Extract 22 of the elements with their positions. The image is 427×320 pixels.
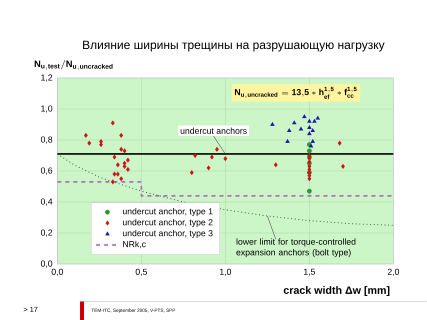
- chart-title: Влияние ширины трещины на разрушающую нагрузку: [83, 40, 385, 52]
- y-tick-label: 0,0: [40, 260, 52, 268]
- x-tick-label: 2,0: [388, 268, 400, 276]
- y-tick-label: 0,8: [40, 136, 52, 144]
- x-tick-label: 0,0: [52, 268, 64, 276]
- y-axis-title: $\mathbf{N_{u,test}/N_{u,uncracked}}$: [34, 60, 113, 70]
- x-tick-label: 0,5: [136, 268, 148, 276]
- y-tick-label: 1,2: [41, 74, 52, 82]
- legend-label: NRk,c: [123, 240, 146, 248]
- x-tick-label: 1,0: [220, 268, 232, 276]
- annotation: $\mathbf{N_{u,uncracked} = 13{,}5 * h_{ef}^{1{,}5} * f_{cc}^{1{,}5}}$: [234, 86, 357, 99]
- annotation: undercut anchors: [180, 128, 247, 134]
- y-tick-label: 0,6: [40, 167, 52, 175]
- y-tick-label: 0,4: [40, 198, 52, 206]
- legend-label: undercut anchor, type 2: [122, 218, 213, 228]
- x-tick-label: 1,5: [304, 268, 316, 276]
- legend-label: undercut anchor, type 3: [122, 230, 213, 238]
- y-tick-label: 0,2: [40, 229, 52, 237]
- x-axis-title: crack width Δw [mm]: [284, 286, 390, 296]
- annotation: lower limit for torque-controlled expansion anchors (bolt type): [236, 238, 356, 258]
- legend-label: undercut anchor, type 1: [122, 208, 213, 216]
- y-tick-label: 1,0: [41, 105, 52, 113]
